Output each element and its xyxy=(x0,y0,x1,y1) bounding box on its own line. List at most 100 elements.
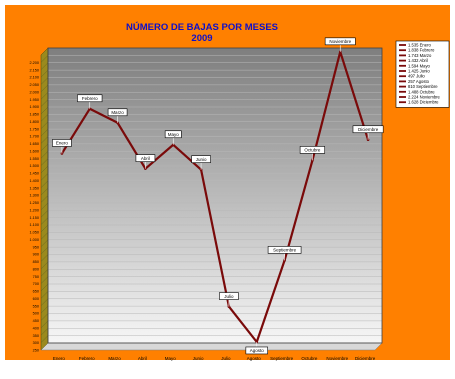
wall-gridline xyxy=(40,173,49,181)
wall-gridline xyxy=(40,99,49,107)
data-label: Diciembre xyxy=(358,127,379,132)
wall-gridline xyxy=(40,84,49,93)
y-tick-label: 1.450 xyxy=(29,172,39,176)
data-label-box xyxy=(164,130,182,139)
series-line xyxy=(60,50,370,344)
wall-gridline xyxy=(40,187,49,196)
y-tick-label: 650 xyxy=(33,290,39,294)
y-tick-label: 1.550 xyxy=(29,157,39,161)
x-tick-label: Noviembre xyxy=(326,356,348,361)
legend-label: 1.743 Marzo xyxy=(408,53,432,58)
wall-gridline xyxy=(40,276,49,284)
wall-gridline xyxy=(40,261,49,270)
x-tick-label: Agosto xyxy=(247,356,262,361)
chart-subtitle: 2009 xyxy=(191,33,212,44)
y-tick-label: 1.750 xyxy=(29,127,39,131)
y-tick-label: 900 xyxy=(33,253,39,257)
y-tick-label: 1.150 xyxy=(29,216,39,220)
wall-gridline xyxy=(40,305,49,314)
chart-title: NÚMERO DE BAJAS POR MESES xyxy=(126,21,278,33)
data-label: Abril xyxy=(141,156,150,161)
data-label-box xyxy=(52,139,72,147)
data-label-box xyxy=(245,346,268,355)
legend-label: 1.488 Octubre xyxy=(408,89,435,94)
x-tick-label: Septiembre xyxy=(270,356,294,361)
data-label-box xyxy=(135,154,156,162)
y-tick-label: 2.000 xyxy=(29,90,39,94)
data-label: Enero xyxy=(56,141,69,146)
y-tick-label: 750 xyxy=(33,275,39,279)
y-tick-label: 1.000 xyxy=(29,238,39,242)
wall-gridline xyxy=(40,121,49,129)
y-tick-label: 700 xyxy=(33,282,39,286)
wall-gridline xyxy=(40,69,49,78)
y-tick-label: 600 xyxy=(33,297,39,301)
x-tick-label: Octubre xyxy=(301,356,318,361)
legend-label: 497 Julio xyxy=(408,74,425,79)
y-tick-label: 1.300 xyxy=(29,194,39,198)
wall-gridline xyxy=(40,202,49,211)
y-tick-label: 950 xyxy=(33,245,39,249)
wall-gridline xyxy=(40,77,49,85)
wall-gridline xyxy=(40,55,49,63)
data-label: Febrero xyxy=(82,96,98,101)
wall-gridline xyxy=(40,283,49,292)
wall-gridline xyxy=(40,224,49,233)
data-label-box xyxy=(267,246,302,254)
wall-gridline xyxy=(40,114,49,122)
y-tick-label: 1.200 xyxy=(29,208,39,212)
data-label-box xyxy=(299,146,326,154)
legend-label: 1.838 Febrero xyxy=(408,48,435,53)
data-label: Septiembre xyxy=(273,248,297,253)
plot-border xyxy=(47,47,383,344)
x-tick-label: Marzo xyxy=(108,356,121,361)
data-label: Noviembre xyxy=(329,39,351,44)
y-tick-label: 1.600 xyxy=(29,149,39,153)
plot-area: 250 300 350 400 450 500 550 600 650 700 750 800 850 9… xyxy=(29,47,383,361)
legend-label: 2.224 Noviembre xyxy=(408,95,441,100)
data-label-box xyxy=(324,37,356,46)
y-tick-label: 1.850 xyxy=(29,113,39,117)
y-tick-label: 350 xyxy=(33,334,39,338)
y-tick-label: 400 xyxy=(33,326,39,330)
wall-gridline xyxy=(40,180,49,188)
wall-gridline xyxy=(40,232,49,240)
data-label-box xyxy=(77,94,103,103)
wall-gridline xyxy=(40,320,49,329)
plot-floor xyxy=(40,342,383,351)
x-tick-label: Mayo xyxy=(165,356,177,361)
y-tick-label: 300 xyxy=(33,341,39,345)
x-tick-label: Junio xyxy=(193,356,204,361)
wall-gridline xyxy=(40,269,49,277)
y-tick-label: 2.100 xyxy=(29,76,39,80)
data-layer: Enero Febrero Marzo Abril Mayo Junio Julio Agos… xyxy=(52,37,384,355)
y-tick-label: 2.150 xyxy=(29,68,39,72)
wall-gridline xyxy=(40,342,49,351)
legend-label: 1.594 Mayo xyxy=(408,63,431,68)
y-tick-label: 450 xyxy=(33,319,39,323)
wall-gridline xyxy=(40,158,49,166)
y-tick-label: 2.050 xyxy=(29,83,39,87)
wall-gridline xyxy=(40,313,49,321)
y-tick-label: 500 xyxy=(33,312,39,316)
data-label: Mayo xyxy=(168,132,180,137)
y-tick-label: 1.700 xyxy=(29,135,39,139)
data-label-box xyxy=(219,292,239,300)
wall-gridline xyxy=(40,217,49,225)
data-label: Junio xyxy=(196,157,207,162)
data-label: Agosto xyxy=(250,348,265,353)
y-tick-label: 1.100 xyxy=(29,223,39,227)
wall-gridline xyxy=(40,328,49,336)
legend-label: 1.628 Diciembre xyxy=(408,100,439,105)
data-label-box xyxy=(191,155,211,163)
y-tick-label: 1.400 xyxy=(29,179,39,183)
data-label: Octubre xyxy=(304,148,321,153)
wall-gridline xyxy=(40,239,49,247)
wall-gridline xyxy=(40,143,49,152)
x-tick-label: Enero xyxy=(53,356,66,361)
wall-gridline xyxy=(40,210,49,218)
x-tick-label: Febrero xyxy=(79,356,95,361)
y-tick-label: 800 xyxy=(33,267,39,271)
